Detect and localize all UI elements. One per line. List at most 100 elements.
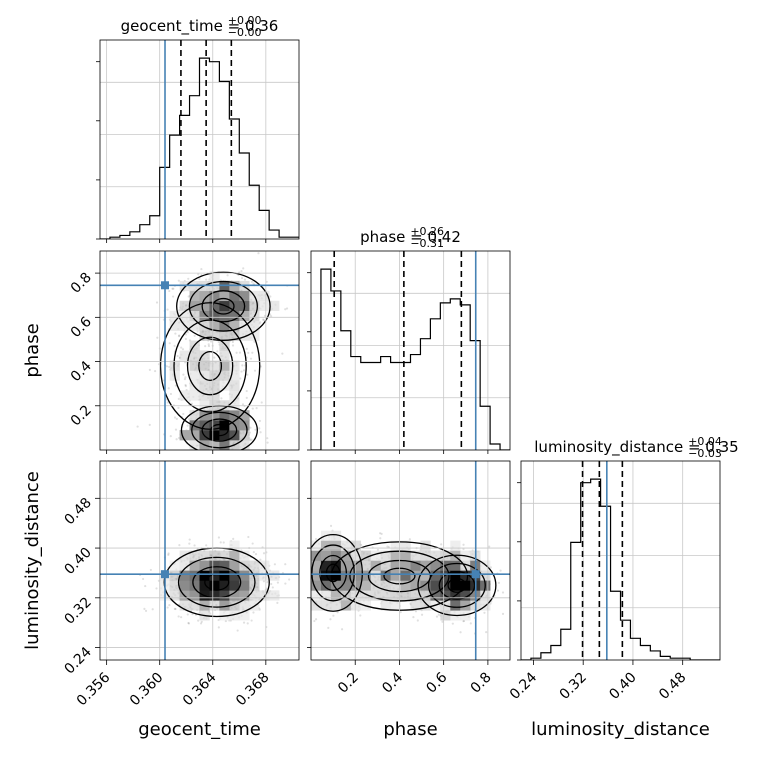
- sample-point: [184, 383, 187, 387]
- density-cell: [440, 610, 451, 621]
- sample-point: [167, 553, 170, 556]
- density-cell: [320, 580, 332, 591]
- sample-point: [166, 308, 169, 311]
- sample-point: [496, 589, 500, 592]
- sample-point: [188, 538, 191, 541]
- sample-point: [242, 621, 246, 624]
- sample-point: [265, 587, 269, 590]
- sample-point: [451, 622, 454, 625]
- sample-point: [240, 276, 244, 280]
- sample-point: [187, 418, 191, 421]
- density-cell: [219, 410, 230, 421]
- density-cell: [199, 300, 210, 311]
- density-cell: [330, 580, 342, 591]
- sample-point: [168, 289, 171, 293]
- sample-point: [231, 344, 235, 347]
- sample-point: [193, 544, 196, 547]
- sample-point: [254, 553, 258, 556]
- x-tick-label: 0.4: [379, 669, 406, 696]
- sample-point: [266, 441, 269, 444]
- sample-point: [174, 384, 177, 387]
- density-cell: [219, 610, 230, 621]
- sample-point: [155, 587, 158, 590]
- density-cell: [340, 540, 352, 551]
- density-cell: [199, 320, 210, 331]
- sample-point: [144, 584, 147, 588]
- density-cell: [360, 550, 371, 561]
- sample-point: [151, 608, 154, 611]
- sample-point: [174, 607, 177, 611]
- density-cell: [239, 570, 250, 581]
- density-cell: [209, 330, 220, 341]
- x-axis-label-geocent_time: geocent_time: [138, 719, 261, 740]
- sample-point: [246, 622, 249, 625]
- sample-point: [435, 615, 439, 618]
- density-cell: [189, 320, 200, 331]
- sample-point: [416, 619, 419, 622]
- sample-point: [186, 331, 189, 334]
- sample-point: [240, 269, 243, 273]
- contour-line: [186, 336, 234, 396]
- sample-point: [173, 344, 176, 347]
- density-cell: [189, 360, 200, 371]
- sample-point: [188, 542, 191, 545]
- density-cell: [189, 580, 200, 591]
- grid-lines: [311, 251, 510, 450]
- sample-point: [303, 555, 305, 557]
- density-cell: [269, 570, 280, 581]
- sample-point: [414, 610, 418, 613]
- sample-point: [167, 552, 170, 555]
- histogram-geocent_time: [100, 57, 299, 239]
- contour-line: [177, 556, 256, 608]
- density-cell: [460, 560, 471, 571]
- sample-point: [174, 428, 178, 431]
- density-cell: [209, 290, 220, 302]
- sample-point: [242, 267, 245, 270]
- sample-point: [483, 611, 486, 614]
- grid-lines: [521, 461, 720, 660]
- sample-point: [169, 392, 173, 396]
- density-cell: [229, 310, 240, 321]
- sample-point: [190, 402, 193, 405]
- sample-point: [177, 615, 180, 618]
- density-cell: [370, 550, 381, 561]
- sample-point: [269, 295, 272, 298]
- sample-point: [300, 615, 302, 617]
- sample-point: [245, 396, 248, 400]
- sample-point: [232, 537, 235, 540]
- density-cell: [420, 540, 431, 551]
- density-cell: [340, 600, 352, 611]
- density-cell: [430, 550, 441, 561]
- sample-point: [273, 563, 276, 566]
- sample-point: [166, 606, 169, 609]
- density-cell: [229, 610, 240, 621]
- density-cell: [311, 580, 322, 591]
- sample-point: [173, 416, 177, 419]
- sample-point: [336, 611, 339, 614]
- density-cell: [450, 560, 461, 571]
- sample-point: [258, 427, 261, 430]
- density-cell: [179, 310, 190, 321]
- x-tick-label: 0.356: [74, 669, 114, 709]
- density-cell: [249, 570, 260, 581]
- title-main: phase = 0.42: [360, 228, 461, 246]
- density-cell: [430, 560, 441, 571]
- sample-point: [204, 345, 207, 348]
- sample-point: [191, 455, 193, 457]
- sample-point: [259, 321, 262, 324]
- density-cell: [320, 540, 332, 551]
- sample-point: [441, 620, 444, 623]
- sample-point: [186, 613, 189, 616]
- sample-point: [177, 279, 180, 282]
- sample-point: [262, 580, 266, 583]
- sample-point: [239, 377, 242, 380]
- density-cell: [320, 550, 332, 561]
- density-cell: [320, 570, 332, 581]
- density-cell: [380, 600, 391, 611]
- sample-point: [175, 417, 178, 421]
- density-cell: [480, 560, 491, 571]
- sample-point: [178, 334, 181, 337]
- density-cell: [311, 540, 322, 551]
- density-cell: [209, 300, 220, 311]
- sample-point: [262, 318, 265, 321]
